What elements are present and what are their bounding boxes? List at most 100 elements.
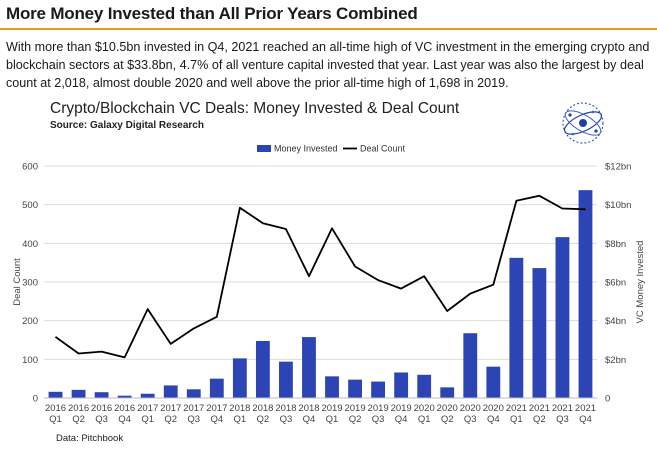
money-invested-bar — [140, 393, 155, 398]
chart-source: Source: Galaxy Digital Research — [50, 120, 204, 131]
x-tick-label-quarter: Q3 — [187, 414, 200, 425]
money-invested-bar — [555, 237, 570, 398]
y-left-tick-label: 500 — [22, 200, 38, 211]
x-tick-label-quarter: Q1 — [141, 414, 154, 425]
money-invested-bar — [117, 395, 132, 398]
chart-title: Crypto/Blockchain VC Deals: Money Invest… — [50, 100, 460, 117]
x-tick-label-quarter: Q4 — [579, 414, 592, 425]
x-tick-label-year: 2020 — [460, 403, 481, 414]
x-tick-label-year: 2018 — [298, 403, 319, 414]
x-tick-label-quarter: Q2 — [441, 414, 454, 425]
x-tick-label-quarter: Q3 — [95, 414, 108, 425]
y-right-axis-title: VC Money Invested — [635, 241, 646, 324]
x-tick-label-year: 2018 — [252, 403, 273, 414]
money-invested-bar — [186, 389, 201, 398]
money-invested-bar — [394, 372, 409, 398]
x-tick-label-year: 2016 — [91, 403, 112, 414]
y-right-tick-label: $10bn — [605, 200, 631, 211]
x-tick-label-quarter: Q1 — [510, 414, 523, 425]
money-invested-bar — [48, 391, 63, 398]
legend-label-deal-count: Deal Count — [360, 144, 406, 154]
x-tick-label-year: 2017 — [183, 403, 204, 414]
x-tick-label-quarter: Q4 — [487, 414, 500, 425]
x-tick-label-year: 2020 — [437, 403, 458, 414]
money-invested-bar — [440, 387, 455, 398]
x-tick-label-quarter: Q2 — [257, 414, 270, 425]
money-invested-bar — [232, 358, 247, 398]
legend-label-money-invested: Money Invested — [274, 144, 338, 154]
x-tick-label-quarter: Q2 — [164, 414, 177, 425]
x-tick-label-quarter: Q2 — [349, 414, 362, 425]
money-invested-bar — [486, 366, 501, 398]
x-tick-label-quarter: Q1 — [326, 414, 339, 425]
x-tick-label-year: 2016 — [114, 403, 135, 414]
x-tick-label-year: 2021 — [506, 403, 527, 414]
x-tick-label-year: 2018 — [229, 403, 250, 414]
x-tick-label-year: 2017 — [160, 403, 181, 414]
money-invested-bar — [325, 376, 339, 398]
x-tick-label-year: 2018 — [275, 403, 296, 414]
money-invested-bar — [348, 379, 362, 398]
y-right-tick-label: $12bn — [605, 162, 631, 173]
money-invested-bar — [302, 337, 316, 398]
legend-swatch-money-invested — [257, 145, 271, 152]
galaxy-digital-logo-icon — [562, 102, 604, 144]
x-tick-label-quarter: Q3 — [280, 414, 293, 425]
y-right-tick-label: 0 — [605, 394, 610, 405]
x-tick-label-year: 2021 — [529, 403, 550, 414]
x-tick-label-quarter: Q4 — [395, 414, 408, 425]
page-headline: More Money Invested than All Prior Years… — [6, 4, 418, 23]
x-tick-label-quarter: Q3 — [372, 414, 385, 425]
money-invested-bar — [71, 389, 86, 398]
money-invested-bar — [371, 381, 386, 398]
x-tick-label-year: 2020 — [414, 403, 435, 414]
x-tick-label-year: 2021 — [575, 403, 596, 414]
axes: 0 100 200 300 400 500 600 0 $2bn $4bn $6bn $8bn $10b… — [12, 162, 646, 426]
y-left-axis-title: Deal Count — [12, 258, 23, 306]
x-tick-label-quarter: Q1 — [49, 414, 62, 425]
x-tick-label-year: 2019 — [344, 403, 365, 414]
x-tick-label-year: 2021 — [552, 403, 573, 414]
y-right-tick-label: $6bn — [605, 278, 626, 289]
x-tick-label-quarter: Q4 — [303, 414, 316, 425]
money-invested-bars — [48, 190, 593, 398]
money-invested-bar — [279, 361, 293, 398]
y-left-tick-label: 600 — [22, 162, 38, 173]
x-tick-label-year: 2019 — [368, 403, 389, 414]
x-tick-label-quarter: Q3 — [556, 414, 569, 425]
y-left-tick-label: 300 — [22, 278, 38, 289]
money-invested-bar — [463, 333, 478, 398]
x-tick-label-year: 2016 — [45, 403, 66, 414]
deal-count-series-line — [54, 194, 586, 359]
x-tick-label-quarter: Q2 — [533, 414, 546, 425]
money-invested-bar — [94, 392, 109, 398]
x-tick-label-year: 2020 — [483, 403, 504, 414]
x-tick-label-quarter: Q4 — [210, 414, 223, 425]
data-source-footnote: Data: Pitchbook — [56, 433, 124, 444]
x-tick-label-year: 2017 — [206, 403, 227, 414]
y-left-tick-label: 100 — [22, 355, 38, 366]
summary-paragraph: With more than $10.5bn invested in Q4, 2… — [6, 40, 650, 90]
x-tick-label-quarter: Q4 — [118, 414, 131, 425]
x-tick-label-quarter: Q1 — [234, 414, 247, 425]
x-tick-label-year: 2019 — [321, 403, 342, 414]
headline-divider — [0, 28, 657, 30]
money-invested-bar — [532, 268, 547, 398]
money-invested-bar — [209, 378, 224, 398]
money-invested-bar — [417, 374, 432, 398]
x-tick-label-year: 2016 — [68, 403, 89, 414]
money-invested-bar — [255, 340, 270, 398]
money-invested-bar — [509, 257, 524, 398]
x-tick-label-year: 2017 — [137, 403, 158, 414]
money-invested-bar — [578, 190, 593, 398]
x-tick-label-quarter: Q2 — [72, 414, 85, 425]
y-left-tick-label: 0 — [33, 394, 38, 405]
money-invested-bar — [163, 385, 178, 398]
y-right-tick-label: $2bn — [605, 355, 626, 366]
x-tick-label-quarter: Q3 — [464, 414, 477, 425]
chart-legend: Money Invested Deal Count — [257, 144, 406, 154]
y-left-tick-label: 400 — [22, 239, 38, 250]
y-right-tick-label: $8bn — [605, 239, 626, 250]
x-tick-label-year: 2019 — [391, 403, 412, 414]
